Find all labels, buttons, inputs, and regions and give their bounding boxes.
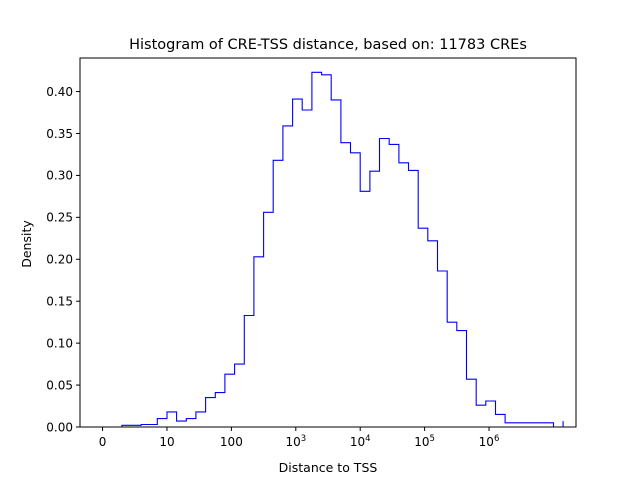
x-axis-label: Distance to TSS xyxy=(279,460,378,475)
x-axis: 0 10 100 103 104 105 106 xyxy=(99,427,500,449)
y-axis: 0.00 0.05 0.10 0.15 0.20 0.25 0.30 0.35 0.40 xyxy=(46,85,80,434)
x-tick-label: 100 xyxy=(220,435,243,449)
plot-frame xyxy=(79,57,577,428)
x-tick-label: 10 xyxy=(159,435,174,449)
y-axis-label: Density xyxy=(19,220,34,268)
x-tick-label: 0 xyxy=(99,435,107,449)
y-tick-label: 0.00 xyxy=(46,420,73,434)
y-tick-label: 0.25 xyxy=(46,211,73,225)
x-tick-label: 103 xyxy=(285,434,306,449)
x-tick-label: 105 xyxy=(414,434,435,449)
chart-title: Histogram of CRE-TSS distance, based on:… xyxy=(129,37,527,53)
x-tick-label: 106 xyxy=(479,434,500,449)
y-tick-label: 0.40 xyxy=(46,85,73,99)
y-tick-label: 0.05 xyxy=(46,378,73,392)
histogram-step-line xyxy=(121,71,564,428)
x-tick-label: 104 xyxy=(350,434,371,449)
plot-area xyxy=(79,57,577,428)
y-tick-label: 0.35 xyxy=(46,127,73,141)
y-tick-label: 0.15 xyxy=(46,295,73,309)
y-tick-label: 0.30 xyxy=(46,169,73,183)
y-tick-label: 0.20 xyxy=(46,253,73,267)
y-tick-label: 0.10 xyxy=(46,336,73,350)
